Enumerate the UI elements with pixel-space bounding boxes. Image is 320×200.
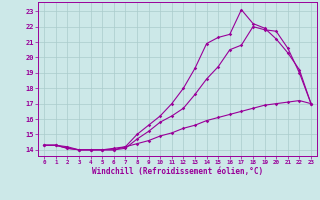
X-axis label: Windchill (Refroidissement éolien,°C): Windchill (Refroidissement éolien,°C) bbox=[92, 167, 263, 176]
